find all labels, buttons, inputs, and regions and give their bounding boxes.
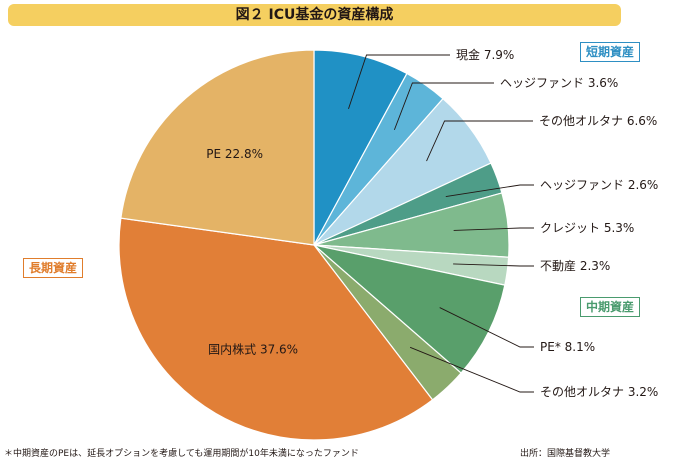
leader-line	[426, 120, 533, 162]
leader-line	[453, 227, 534, 231]
footnote: ＊中期資産のPEは、延長オプションを考慮しても運用期間が10年未満になったファン…	[4, 449, 359, 459]
slice-label: PE 22.8%	[206, 147, 263, 161]
source-note: 出所：国際基督教大学	[520, 449, 611, 459]
pie-slice	[313, 49, 408, 246]
leader-line	[439, 307, 534, 348]
mid-term-assets-badge: 中期資産	[580, 297, 641, 317]
leader-line	[445, 184, 534, 198]
slice-label: その他オルタナ 3.2%	[540, 385, 658, 399]
short-term-assets-badge: 短期資産	[580, 42, 641, 62]
leader-line	[393, 82, 494, 131]
slice-label: ヘッジファンド 2.6%	[540, 178, 658, 192]
slice-label: PE* 8.1%	[540, 340, 595, 354]
pie-slice	[120, 49, 315, 246]
title-bar: 図２ ICU基金の資産構成	[8, 4, 621, 26]
slice-label: その他オルタナ 6.6%	[539, 114, 657, 128]
leader-line	[409, 346, 534, 393]
slice-label: 国内株式 37.6%	[208, 341, 298, 356]
slice-label: ヘッジファンド 3.6%	[500, 76, 618, 90]
slice-label: 不動産 2.3%	[540, 258, 610, 273]
leader-line	[453, 263, 534, 267]
pie-slice	[118, 217, 434, 441]
chart-title: 図２ ICU基金の資産構成	[235, 7, 394, 23]
slice-label: 現金 7.9%	[456, 47, 514, 62]
slice-label: クレジット 5.3%	[540, 221, 634, 235]
long-term-assets-badge: 長期資産	[23, 258, 84, 278]
leader-line	[348, 54, 450, 110]
